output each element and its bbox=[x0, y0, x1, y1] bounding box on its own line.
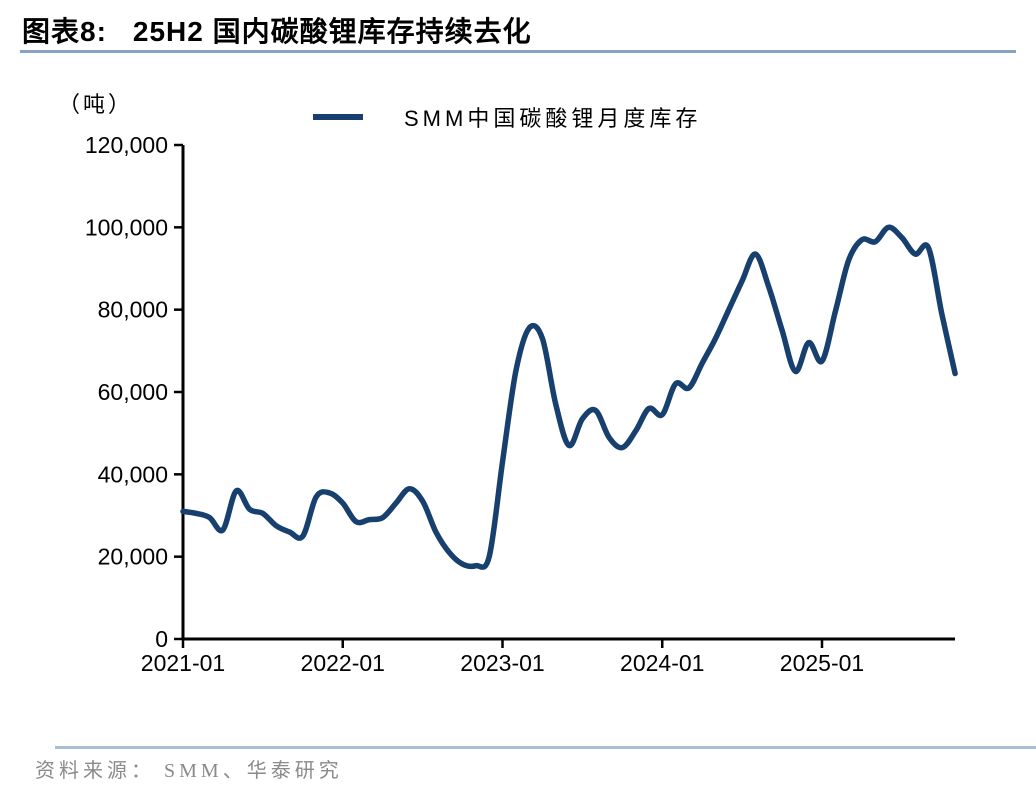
x-tick-label: 2023-01 bbox=[460, 650, 544, 676]
x-tick-label: 2025-01 bbox=[780, 650, 864, 676]
x-tick-label: 2022-01 bbox=[301, 650, 385, 676]
y-axis-unit-label: （吨） bbox=[58, 92, 133, 117]
x-tick-label: 2021-01 bbox=[141, 650, 225, 676]
source-note: 资料来源： SMM、华泰研究 bbox=[35, 760, 343, 782]
y-tick-label: 20,000 bbox=[98, 544, 168, 570]
plot-area bbox=[180, 224, 958, 570]
figure-label: 图表8: bbox=[22, 16, 107, 47]
inventory-series-line bbox=[180, 224, 958, 570]
y-tick-label: 0 bbox=[155, 626, 168, 652]
y-tick-label: 60,000 bbox=[98, 379, 168, 405]
axes: 0 20,000 40,000 60,000 80,000 100,000 120,000 2… bbox=[85, 132, 955, 676]
y-tick-label: 120,000 bbox=[85, 132, 168, 158]
figure-title-text: 25H2 国内碳酸锂库存持续去化 bbox=[132, 16, 532, 47]
footer-divider bbox=[55, 746, 1036, 749]
y-tick-label: 80,000 bbox=[98, 297, 168, 323]
y-tick-label: 100,000 bbox=[85, 214, 168, 240]
title-underline bbox=[20, 50, 1016, 53]
y-tick-label: 40,000 bbox=[98, 461, 168, 487]
figure-title: 图表8: 25H2 国内碳酸锂库存持续去化 bbox=[22, 10, 532, 50]
x-tick-label: 2024-01 bbox=[620, 650, 704, 676]
legend-label: SMM中国碳酸锂月度库存 bbox=[404, 106, 701, 131]
